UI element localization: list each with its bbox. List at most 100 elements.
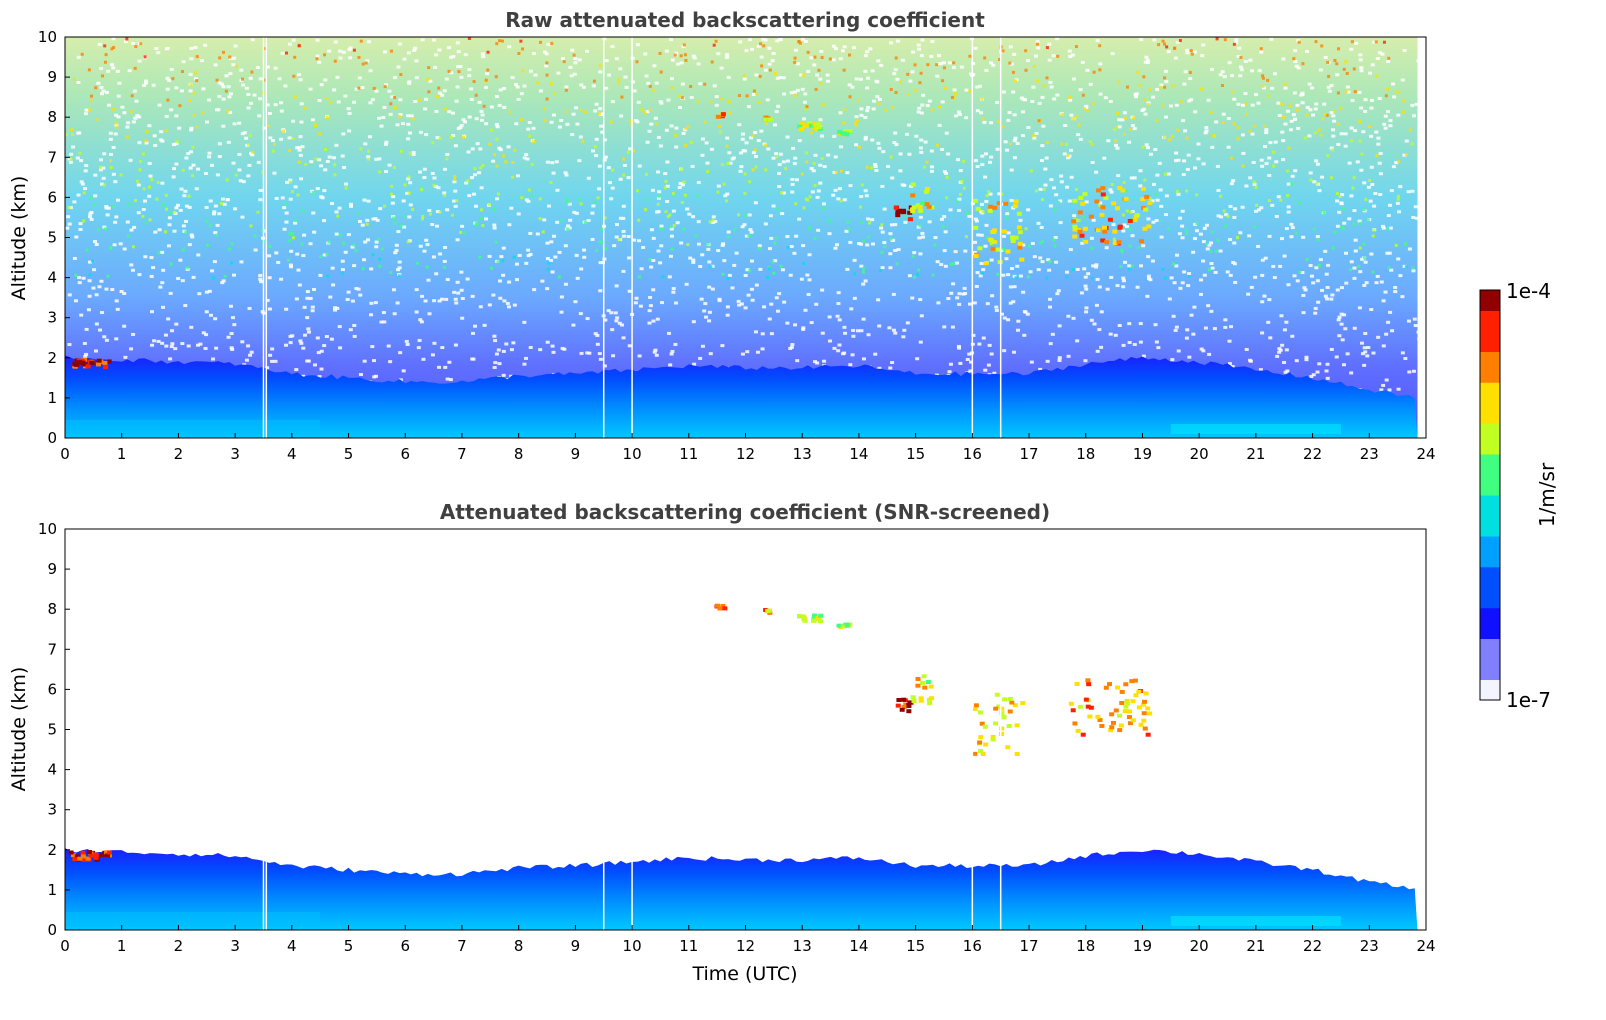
cloud-cell [1068,701,1074,706]
cloud-cell [893,205,899,210]
cloud-cell [929,696,935,701]
cloud-cell [989,238,995,243]
x-tick-label: 24 [1416,937,1435,955]
cloud-cell [1143,207,1149,212]
colorbar-band [1480,310,1500,322]
cloud-cell [1077,229,1083,234]
cloud-cell [1017,230,1023,235]
y-tick-label: 6 [47,188,57,206]
cloud-cell [768,117,774,122]
colorbar-band [1480,382,1500,393]
x-tick-label: 10 [623,445,642,463]
x-tick-label: 21 [1246,937,1265,955]
x-tick-label: 13 [793,445,812,463]
colorbar: 1e-4 1e-7 1/m/sr [1479,279,1559,712]
x-tick-label: 1 [117,445,127,463]
cloud-cell [96,362,102,367]
cloud-cell [796,613,802,618]
colorbar-min-label: 1e-7 [1506,688,1551,712]
cloud-cell [992,240,998,245]
colorbar-band [1480,331,1500,342]
cloud-cell [96,358,102,363]
colorbar-band [1480,290,1500,301]
cloud-cell [837,129,843,134]
surface-layer [65,911,321,924]
x-tick-label: 5 [344,937,354,955]
cloud-cell [1100,186,1106,191]
colorbar-band [1480,320,1500,332]
cloud-cell [1001,714,1007,719]
y-tick-label: 4 [47,269,57,287]
cloud-cell [1085,678,1091,683]
surface-layer [1170,915,1341,926]
cloud-cell [841,131,847,136]
cloud-cell [911,698,917,703]
x-tick-label: 14 [849,445,868,463]
cloud-features [68,603,1153,862]
colorbar-band [1480,515,1500,527]
cloud-cell [918,208,924,213]
colorbar-band [1480,525,1500,537]
colorbar-band [1480,638,1500,650]
cloud-cell [1102,229,1108,234]
y-tick-label: 4 [47,761,57,779]
cloud-cell [915,683,921,688]
cloud-cell [973,253,979,258]
cloud-cell [1072,227,1078,232]
x-axis-ticks: 0 1 2 3 4 5 6 7 8 9 10 11 12 13 14 15 16 17 18 19 20 21 22 23 24 [60,925,1436,955]
cloud-cell [1144,194,1150,199]
x-tick-label: 20 [1190,445,1209,463]
cloud-cell [1138,239,1144,244]
cloud-cell [999,726,1005,731]
panel-title: Raw attenuated backscattering coefficien… [505,8,985,32]
x-tick-label: 4 [287,937,297,955]
cloud-cell [80,850,86,855]
cloud-cell [1130,699,1136,704]
colorbar-band [1480,495,1500,506]
colorbar-band [1480,464,1500,475]
y-tick-label: 2 [47,841,57,859]
cloud-cell [847,129,853,134]
cloud-cell [1106,682,1112,687]
cloud-cell [720,112,726,117]
colorbar-band [1480,413,1500,424]
cloud-cell [715,114,721,119]
cloud-cell [919,200,925,205]
x-tick-label: 3 [230,445,240,463]
cloud-cell [1104,240,1110,245]
cloud-cell [1109,712,1115,717]
y-tick-label: 10 [38,28,57,46]
colorbar-band [1480,546,1500,557]
x-tick-label: 17 [1019,445,1038,463]
cloud-cell [1013,199,1019,204]
cloud-cell [1142,726,1148,731]
cloud-cell [1082,192,1088,197]
x-tick-label: 18 [1076,445,1095,463]
cloud-cell [899,707,905,712]
panel-screened: Attenuated backscattering coefficient (S… [8,500,1436,985]
y-axis-label: Altitude (km) [8,667,30,792]
cloud-cell [1099,212,1105,217]
cloud-cell [975,206,981,211]
cloud-cell [1133,693,1139,698]
colorbar-band [1480,587,1500,598]
cloud-cell [1103,196,1109,201]
cloud-cell [996,201,1002,206]
cloud-cell [1110,720,1116,725]
colorbar-band [1480,669,1500,680]
cloud-cell [1103,685,1109,690]
y-axis-ticks: 0 1 2 3 4 5 6 7 8 9 10 [38,28,70,447]
colorbar-band [1480,443,1500,455]
cloud-cell [1142,226,1148,231]
cloud-cell [998,731,1004,736]
plot-area [65,37,1422,438]
x-tick-label: 1 [117,937,127,955]
cloud-cell [68,850,74,855]
cloud-cell [1138,722,1144,727]
cloud-cell [918,696,924,701]
cloud-cell [1100,192,1106,197]
cloud-cell [1086,682,1092,687]
cloud-cell [973,703,979,708]
colorbar-max-label: 1e-4 [1506,279,1551,303]
cloud-cell [1130,718,1136,723]
